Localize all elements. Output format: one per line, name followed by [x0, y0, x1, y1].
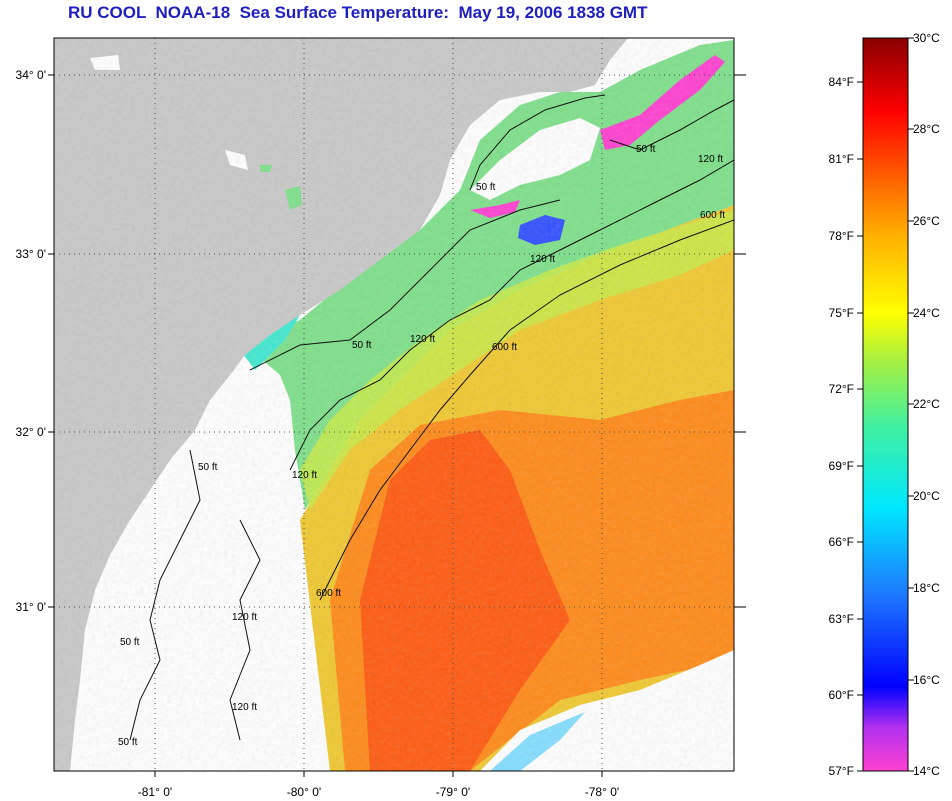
contour-labels: 50 ft 50 ft 50 ft 50 ft 120 ft 120 ft 12… — [118, 144, 725, 748]
contour-label: 120 ft — [232, 612, 257, 623]
fahrenheit-label: 63°F — [829, 612, 854, 626]
lat-label: 34° 0' — [16, 68, 46, 82]
contour-label: 50 ft — [120, 637, 140, 648]
axis-ticks — [48, 74, 746, 777]
celsius-labels: 30°C 28°C 26°C 24°C 22°C 20°C 18°C 16°C … — [913, 31, 940, 778]
texture — [54, 38, 734, 771]
celsius-label: 24°C — [913, 306, 940, 320]
map-title: RU COOL NOAA-18 Sea Surface Temperature:… — [68, 3, 648, 22]
contour-label: 120 ft — [698, 154, 723, 165]
celsius-label: 18°C — [913, 581, 940, 595]
contour-label: 50 ft — [636, 144, 656, 155]
contour-label: 600 ft — [492, 342, 517, 353]
lon-label: -78° 0' — [585, 785, 619, 799]
contour-label: 120 ft — [232, 702, 257, 713]
contour-label: 50 ft — [476, 182, 496, 193]
celsius-label: 22°C — [913, 397, 940, 411]
fahrenheit-label: 78°F — [829, 229, 854, 243]
celsius-label: 20°C — [913, 489, 940, 503]
contour-label: 120 ft — [292, 470, 317, 481]
latitude-labels: 34° 0' 33° 0' 32° 0' 31° 0' — [16, 68, 46, 614]
longitude-labels: -81° 0' -80° 0' -79° 0' -78° 0' — [138, 785, 619, 799]
fahrenheit-label: 75°F — [829, 306, 854, 320]
celsius-label: 14°C — [913, 764, 940, 778]
map-frame — [53, 37, 735, 772]
contour-label: 50 ft — [118, 737, 138, 748]
lon-label: -81° 0' — [138, 785, 172, 799]
colorbar: 84°F 81°F 78°F 75°F 72°F 69°F 66°F 63°F … — [829, 31, 941, 778]
celsius-label: 26°C — [913, 214, 940, 228]
celsius-label: 28°C — [913, 122, 940, 136]
fahrenheit-label: 81°F — [829, 152, 854, 166]
contour-label: 120 ft — [410, 334, 435, 345]
colorbar-scale — [862, 37, 909, 772]
fahrenheit-label: 84°F — [829, 75, 854, 89]
contour-label: 600 ft — [316, 588, 341, 599]
fahrenheit-label: 60°F — [829, 688, 854, 702]
contour-label: 120 ft — [530, 254, 555, 265]
contour-label: 50 ft — [198, 462, 218, 473]
lat-label: 31° 0' — [16, 600, 46, 614]
celsius-label: 16°C — [913, 673, 940, 687]
lat-label: 33° 0' — [16, 247, 46, 261]
fahrenheit-label: 57°F — [829, 764, 854, 778]
fahrenheit-label: 72°F — [829, 382, 854, 396]
fahrenheit-label: 66°F — [829, 535, 854, 549]
lat-label: 32° 0' — [16, 425, 46, 439]
lon-label: -79° 0' — [436, 785, 470, 799]
fahrenheit-labels: 84°F 81°F 78°F 75°F 72°F 69°F 66°F 63°F … — [829, 75, 854, 778]
contour-label: 50 ft — [352, 340, 372, 351]
fahrenheit-label: 69°F — [829, 459, 854, 473]
lon-label: -80° 0' — [287, 785, 321, 799]
sst-map — [54, 38, 734, 771]
contour-label: 600 ft — [700, 210, 725, 221]
celsius-label: 30°C — [913, 31, 940, 45]
